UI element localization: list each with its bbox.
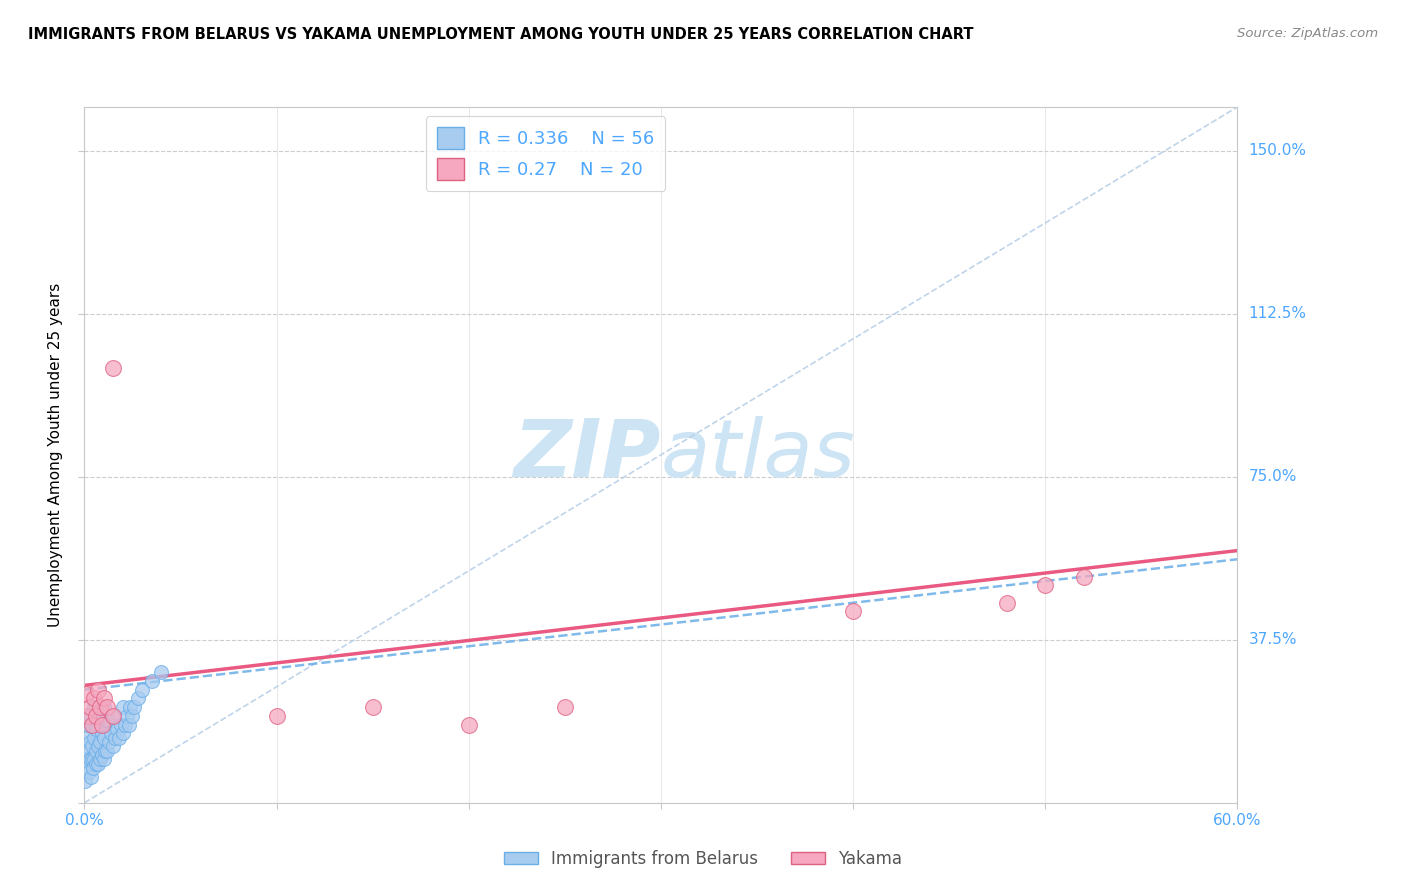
Point — [75, 752, 97, 766]
Point — [114, 717, 136, 731]
Point — [80, 717, 103, 731]
Point — [94, 744, 117, 758]
Y-axis label: Unemployment Among Youth under 25 years: Unemployment Among Youth under 25 years — [48, 283, 63, 627]
Point — [93, 700, 115, 714]
Point — [124, 700, 146, 714]
Point — [120, 700, 142, 714]
Point — [80, 770, 103, 784]
Point — [554, 700, 576, 714]
Point — [84, 708, 107, 723]
Point — [77, 765, 100, 780]
Point — [83, 700, 105, 714]
Point — [103, 708, 124, 723]
Legend: Immigrants from Belarus, Yakama: Immigrants from Belarus, Yakama — [498, 844, 908, 875]
Point — [361, 700, 384, 714]
Legend: R = 0.336    N = 56, R = 0.27    N = 20: R = 0.336 N = 56, R = 0.27 N = 20 — [426, 116, 665, 191]
Point — [79, 700, 101, 714]
Point — [266, 708, 288, 723]
Point — [79, 735, 101, 749]
Point — [84, 756, 107, 771]
Text: 75.0%: 75.0% — [1249, 469, 1296, 484]
Point — [96, 700, 118, 714]
Point — [108, 731, 131, 745]
Point — [98, 735, 121, 749]
Point — [77, 708, 100, 723]
Point — [93, 691, 115, 706]
Point — [80, 752, 103, 766]
Text: 112.5%: 112.5% — [1249, 306, 1306, 321]
Point — [89, 700, 111, 714]
Point — [117, 717, 139, 731]
Point — [82, 761, 104, 775]
Point — [121, 708, 143, 723]
Point — [77, 744, 100, 758]
Point — [79, 752, 101, 766]
Point — [127, 691, 149, 706]
Point — [94, 717, 117, 731]
Point — [83, 691, 105, 706]
Text: ZIP: ZIP — [513, 416, 661, 494]
Text: 150.0%: 150.0% — [1249, 143, 1306, 158]
Text: atlas: atlas — [661, 416, 856, 494]
Point — [103, 360, 124, 375]
Point — [80, 717, 103, 731]
Point — [89, 735, 111, 749]
Point — [457, 717, 479, 731]
Point — [90, 717, 112, 731]
Point — [84, 744, 107, 758]
Point — [87, 682, 110, 697]
Point — [75, 687, 97, 701]
Point — [76, 761, 98, 775]
Point — [103, 708, 124, 723]
Point — [93, 731, 115, 745]
Point — [111, 726, 134, 740]
Point — [90, 726, 112, 740]
Point — [150, 665, 173, 680]
Point — [79, 708, 101, 723]
Point — [96, 744, 118, 758]
Text: IMMIGRANTS FROM BELARUS VS YAKAMA UNEMPLOYMENT AMONG YOUTH UNDER 25 YEARS CORREL: IMMIGRANTS FROM BELARUS VS YAKAMA UNEMPL… — [28, 27, 973, 42]
Point — [87, 739, 110, 754]
Point — [104, 731, 127, 745]
Point — [96, 713, 118, 727]
Point — [89, 752, 111, 766]
Point — [89, 708, 111, 723]
Point — [90, 747, 112, 762]
Point — [83, 752, 105, 766]
Point — [87, 713, 110, 727]
Point — [83, 731, 105, 745]
Text: 37.5%: 37.5% — [1249, 632, 1296, 648]
Point — [131, 682, 153, 697]
Point — [1073, 570, 1095, 584]
Point — [100, 726, 122, 740]
Point — [111, 700, 134, 714]
Point — [87, 756, 110, 771]
Point — [103, 739, 124, 754]
Point — [77, 717, 100, 731]
Point — [80, 739, 103, 754]
Point — [842, 605, 865, 619]
Point — [110, 717, 132, 731]
Point — [75, 774, 97, 789]
Point — [995, 596, 1018, 610]
Point — [84, 722, 107, 736]
Text: Source: ZipAtlas.com: Source: ZipAtlas.com — [1237, 27, 1378, 40]
Point — [105, 722, 128, 736]
Point — [93, 752, 115, 766]
Point — [115, 708, 138, 723]
Point — [75, 731, 97, 745]
Point — [141, 674, 163, 689]
Point — [1033, 578, 1056, 592]
